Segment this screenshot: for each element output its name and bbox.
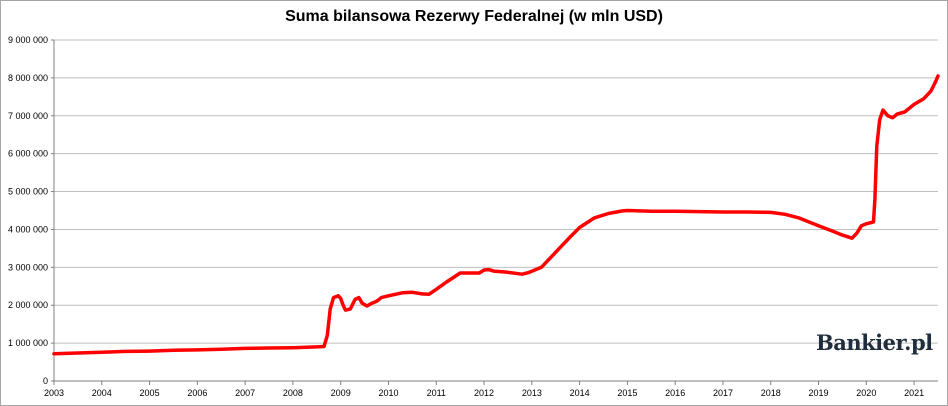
x-axis-ticks: 2003 2004 2005 2006 2007 2008 2009 2010 2011 2012… <box>44 381 924 398</box>
x-tick-label: 2009 <box>331 388 351 398</box>
y-tick-label: 8 000 000 <box>8 73 48 83</box>
y-tick-label: 0 <box>43 376 48 386</box>
x-tick-label: 2019 <box>809 388 829 398</box>
x-tick-label: 2018 <box>761 388 781 398</box>
x-tick-label: 2003 <box>44 388 64 398</box>
y-tick-label: 3 000 000 <box>8 262 48 272</box>
x-tick-label: 2021 <box>904 388 924 398</box>
y-tick-label: 2 000 000 <box>8 300 48 310</box>
x-tick-label: 2017 <box>713 388 733 398</box>
x-tick-label: 2012 <box>474 388 494 398</box>
x-tick-label: 2020 <box>856 388 876 398</box>
x-tick-label: 2008 <box>283 388 303 398</box>
x-tick-label: 2005 <box>140 388 160 398</box>
bankier-logo: Bankier.pl <box>816 330 933 355</box>
x-tick-label: 2006 <box>187 388 207 398</box>
x-tick-label: 2013 <box>522 388 542 398</box>
x-tick-label: 2010 <box>378 388 398 398</box>
chart-title: Suma bilansowa Rezerwy Federalnej (w mln… <box>285 8 663 25</box>
grid-lines <box>54 39 938 344</box>
series-group <box>52 74 940 356</box>
x-tick-label: 2007 <box>235 388 255 398</box>
y-tick-label: 9 000 000 <box>8 35 48 45</box>
y-tick-label: 6 000 000 <box>8 149 48 159</box>
y-tick-label: 1 000 000 <box>8 338 48 348</box>
x-tick-label: 2011 <box>427 388 446 398</box>
x-tick-label: 2015 <box>617 388 637 398</box>
y-tick-label: 5 000 000 <box>8 187 48 197</box>
series-line-0 <box>52 74 940 356</box>
x-tick-label: 2014 <box>570 388 590 398</box>
x-tick-label: 2004 <box>92 388 112 398</box>
y-tick-label: 7 000 000 <box>8 111 48 121</box>
y-tick-label: 4 000 000 <box>8 224 48 234</box>
x-tick-label: 2016 <box>665 388 685 398</box>
y-axis-ticks: 0 1 000 000 2 000 000 3 000 000 4 000 000 5 0… <box>8 35 54 386</box>
